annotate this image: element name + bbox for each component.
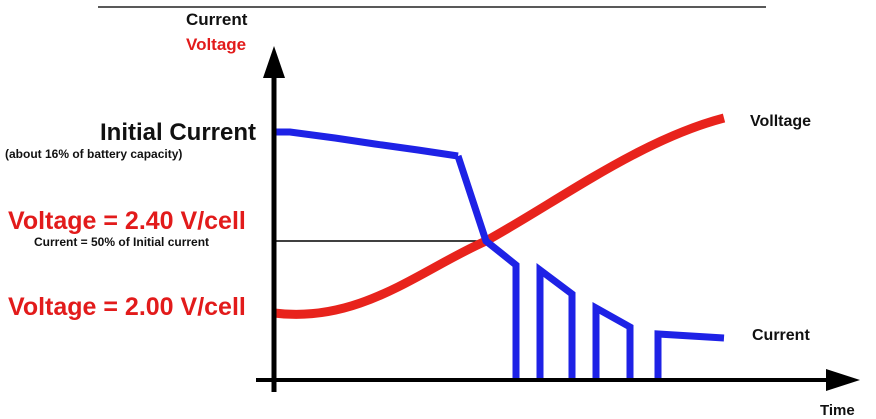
current-series-label: Current (752, 327, 810, 344)
voltage-series-label: Volltage (750, 113, 812, 130)
current-pulse-3 (654, 330, 725, 380)
y-axis-arrow (263, 46, 285, 78)
current-pulse-2 (592, 302, 634, 380)
current-pulse-1 (536, 263, 576, 380)
x-axis-title-time: Time (820, 402, 855, 419)
current-curve (274, 128, 725, 380)
y-axis-title-voltage: Voltage (186, 35, 247, 54)
initial-current-note: (about 16% of battery capacity) (5, 147, 183, 161)
initial-current-label: Initial Current (100, 119, 257, 146)
voltage-240-note: Current = 50% of Initial current (34, 235, 210, 249)
voltage-curve (273, 113, 726, 319)
voltage-240-label: Voltage = 2.40 V/cell (8, 207, 246, 235)
current-drop-segment (454, 154, 520, 380)
y-axis-title-current: Current (186, 10, 248, 29)
x-axis-arrow (826, 369, 860, 391)
voltage-200-label: Voltage = 2.00 V/cell (8, 293, 246, 321)
current-initial-segment (274, 128, 459, 160)
